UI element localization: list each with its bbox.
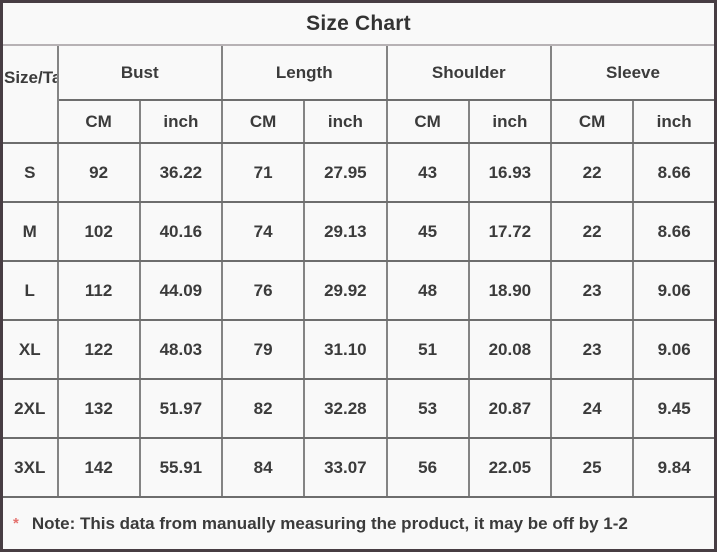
value-cell: 25: [549, 437, 635, 498]
unit-header-cm: CM: [549, 99, 635, 144]
note-text: Note: This data from manually measuring …: [31, 513, 628, 533]
value-cell: 48: [385, 260, 470, 321]
value-cell: 51.97: [138, 378, 224, 439]
size-label: 3XL: [0, 437, 59, 498]
value-cell: 31.10: [303, 319, 388, 380]
value-cell: 17.72: [467, 201, 553, 262]
unit-header-row: CM inch CM inch CM inch CM inch: [2, 99, 717, 144]
group-header-row: Size/Ta Bust Length Shoulder Sleeve: [0, 44, 717, 144]
value-cell: 9.84: [632, 437, 717, 498]
value-cell: 18.90: [467, 260, 553, 321]
value-cell: 8.66: [632, 142, 717, 203]
size-label: S: [0, 142, 59, 203]
chart-title: Size Chart: [0, 0, 717, 46]
note-asterisk: *: [13, 514, 19, 532]
note-row: * Note: This data from manually measuring…: [0, 496, 717, 552]
size-label: L: [0, 260, 59, 321]
value-cell: 29.13: [303, 201, 388, 262]
value-cell: 44.09: [138, 260, 224, 321]
value-cell: 36.22: [138, 142, 224, 203]
value-cell: 51: [385, 319, 470, 380]
group-header-shoulder: Shoulder: [385, 44, 552, 101]
value-cell: 22: [549, 201, 635, 262]
value-cell: 76: [220, 260, 306, 321]
value-cell: 56: [385, 437, 470, 498]
value-cell: 53: [385, 378, 470, 439]
value-cell: 48.03: [138, 319, 224, 380]
unit-header-cm: CM: [220, 99, 306, 144]
unit-header-inch: inch: [138, 99, 224, 144]
value-cell: 112: [56, 260, 141, 321]
value-cell: 40.16: [138, 201, 224, 262]
table-row-2xl: 2XL 132 51.97 82 32.28 53 20.87 24 9.45: [0, 378, 717, 439]
value-cell: 43: [385, 142, 470, 203]
unit-header-cm: CM: [56, 99, 141, 144]
value-cell: 27.95: [303, 142, 388, 203]
value-cell: 132: [56, 378, 141, 439]
table-row-3xl: 3XL 142 55.91 84 33.07 56 22.05 25 9.84: [0, 437, 717, 498]
group-header-length: Length: [221, 44, 388, 101]
title-row: Size Chart: [0, 0, 717, 46]
value-cell: 32.28: [303, 378, 388, 439]
value-cell: 84: [220, 437, 306, 498]
value-cell: 122: [56, 319, 141, 380]
table-row-l: L 112 44.09 76 29.92 48 18.90 23 9.06: [0, 260, 717, 321]
value-cell: 71: [220, 142, 306, 203]
unit-header-inch: inch: [632, 99, 717, 144]
value-cell: 22.05: [467, 437, 553, 498]
value-cell: 33.07: [303, 437, 388, 498]
value-cell: 22: [549, 142, 635, 203]
value-cell: 9.06: [632, 260, 717, 321]
value-cell: 8.66: [632, 201, 717, 262]
value-cell: 92: [56, 142, 141, 203]
value-cell: 102: [56, 201, 141, 262]
value-cell: 9.45: [632, 378, 717, 439]
value-cell: 45: [385, 201, 470, 262]
size-label: 2XL: [0, 378, 59, 439]
table-row-s: S 92 36.22 71 27.95 43 16.93 22 8.66: [0, 142, 717, 203]
group-header-sleeve: Sleeve: [550, 44, 717, 101]
value-cell: 23: [549, 319, 635, 380]
corner-header-size: Size/Ta: [0, 44, 59, 144]
size-label: XL: [0, 319, 59, 380]
value-cell: 142: [56, 437, 141, 498]
value-cell: 9.06: [632, 319, 717, 380]
table-row-m: M 102 40.16 74 29.13 45 17.72 22 8.66: [0, 201, 717, 262]
value-cell: 55.91: [138, 437, 224, 498]
value-cell: 20.87: [467, 378, 553, 439]
value-cell: 16.93: [467, 142, 553, 203]
value-cell: 79: [220, 319, 306, 380]
value-cell: 23: [549, 260, 635, 321]
size-label: M: [0, 201, 59, 262]
value-cell: 29.92: [303, 260, 388, 321]
value-cell: 20.08: [467, 319, 553, 380]
group-header-bust: Bust: [56, 44, 223, 101]
value-cell: 24: [549, 378, 635, 439]
unit-header-cm: CM: [385, 99, 470, 144]
value-cell: 82: [220, 378, 306, 439]
unit-header-inch: inch: [467, 99, 553, 144]
value-cell: 74: [220, 201, 306, 262]
unit-header-inch: inch: [303, 99, 388, 144]
table-row-xl: XL 122 48.03 79 31.10 51 20.08 23 9.06: [0, 319, 717, 380]
